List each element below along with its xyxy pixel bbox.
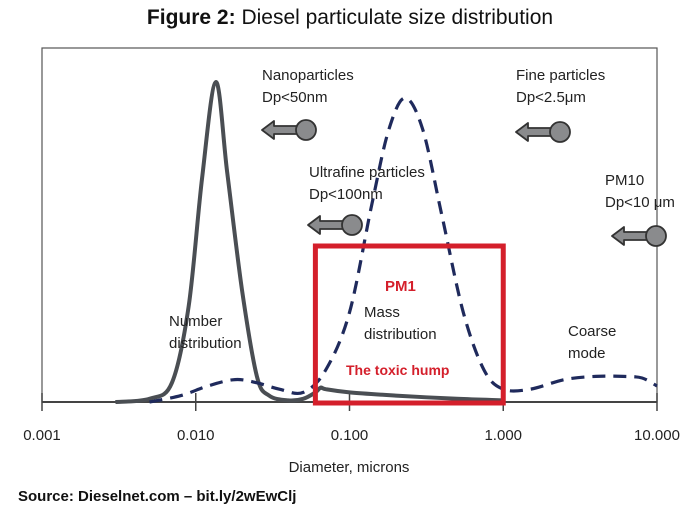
pm10-label: PM10 bbox=[605, 172, 644, 189]
mass-distribution-curve bbox=[149, 96, 658, 404]
fine-particles-range: Dp<2.5μm bbox=[516, 89, 586, 106]
mass-distribution-label-2: distribution bbox=[364, 326, 437, 343]
x-tick-label: 0.100 bbox=[331, 427, 369, 444]
ultrafine-arrow bbox=[307, 214, 363, 236]
fine-particles-label: Fine particles bbox=[516, 67, 605, 84]
x-tick-label: 1.000 bbox=[484, 427, 522, 444]
figure-title-prefix: Figure 2: bbox=[146, 6, 236, 29]
toxic-hump-highlight-box bbox=[312, 243, 506, 406]
number-distribution-label-1: Number bbox=[169, 313, 222, 330]
curves bbox=[115, 79, 658, 404]
pm1-label: PM1 bbox=[385, 278, 416, 295]
figure-title-text: Diesel particulate size distribution bbox=[241, 6, 554, 29]
x-axis-title: Diameter, microns bbox=[289, 459, 410, 476]
fine-particles-arrow bbox=[515, 121, 571, 143]
ultrafine-label: Ultrafine particles bbox=[309, 164, 425, 181]
x-tick-label: 0.001 bbox=[23, 427, 61, 444]
x-tick-label: 10.000 bbox=[634, 427, 680, 444]
coarse-mode-label-1: Coarse bbox=[568, 323, 616, 340]
number-distribution-curve bbox=[115, 79, 504, 404]
coarse-mode-label-2: mode bbox=[568, 345, 606, 362]
x-tick-label: 0.010 bbox=[177, 427, 215, 444]
mass-distribution-label-1: Mass bbox=[364, 304, 400, 321]
range-arrows bbox=[261, 119, 667, 247]
pm10-range: Dp<10 μm bbox=[605, 194, 675, 211]
number-distribution-label-2: distribution bbox=[169, 335, 242, 352]
ultrafine-range: Dp<100nm bbox=[309, 186, 383, 203]
figure-title: Figure 2: Diesel particulate size distri… bbox=[0, 6, 700, 30]
pm10-arrow bbox=[611, 225, 667, 247]
source-credit: Source: Dieselnet.com – bit.ly/2wEwClj bbox=[18, 488, 297, 505]
nanoparticles-range: Dp<50nm bbox=[262, 89, 327, 106]
nanoparticles-arrow bbox=[261, 119, 317, 141]
toxic-hump-label: The toxic hump bbox=[346, 362, 449, 378]
nanoparticles-label: Nanoparticles bbox=[262, 67, 354, 84]
